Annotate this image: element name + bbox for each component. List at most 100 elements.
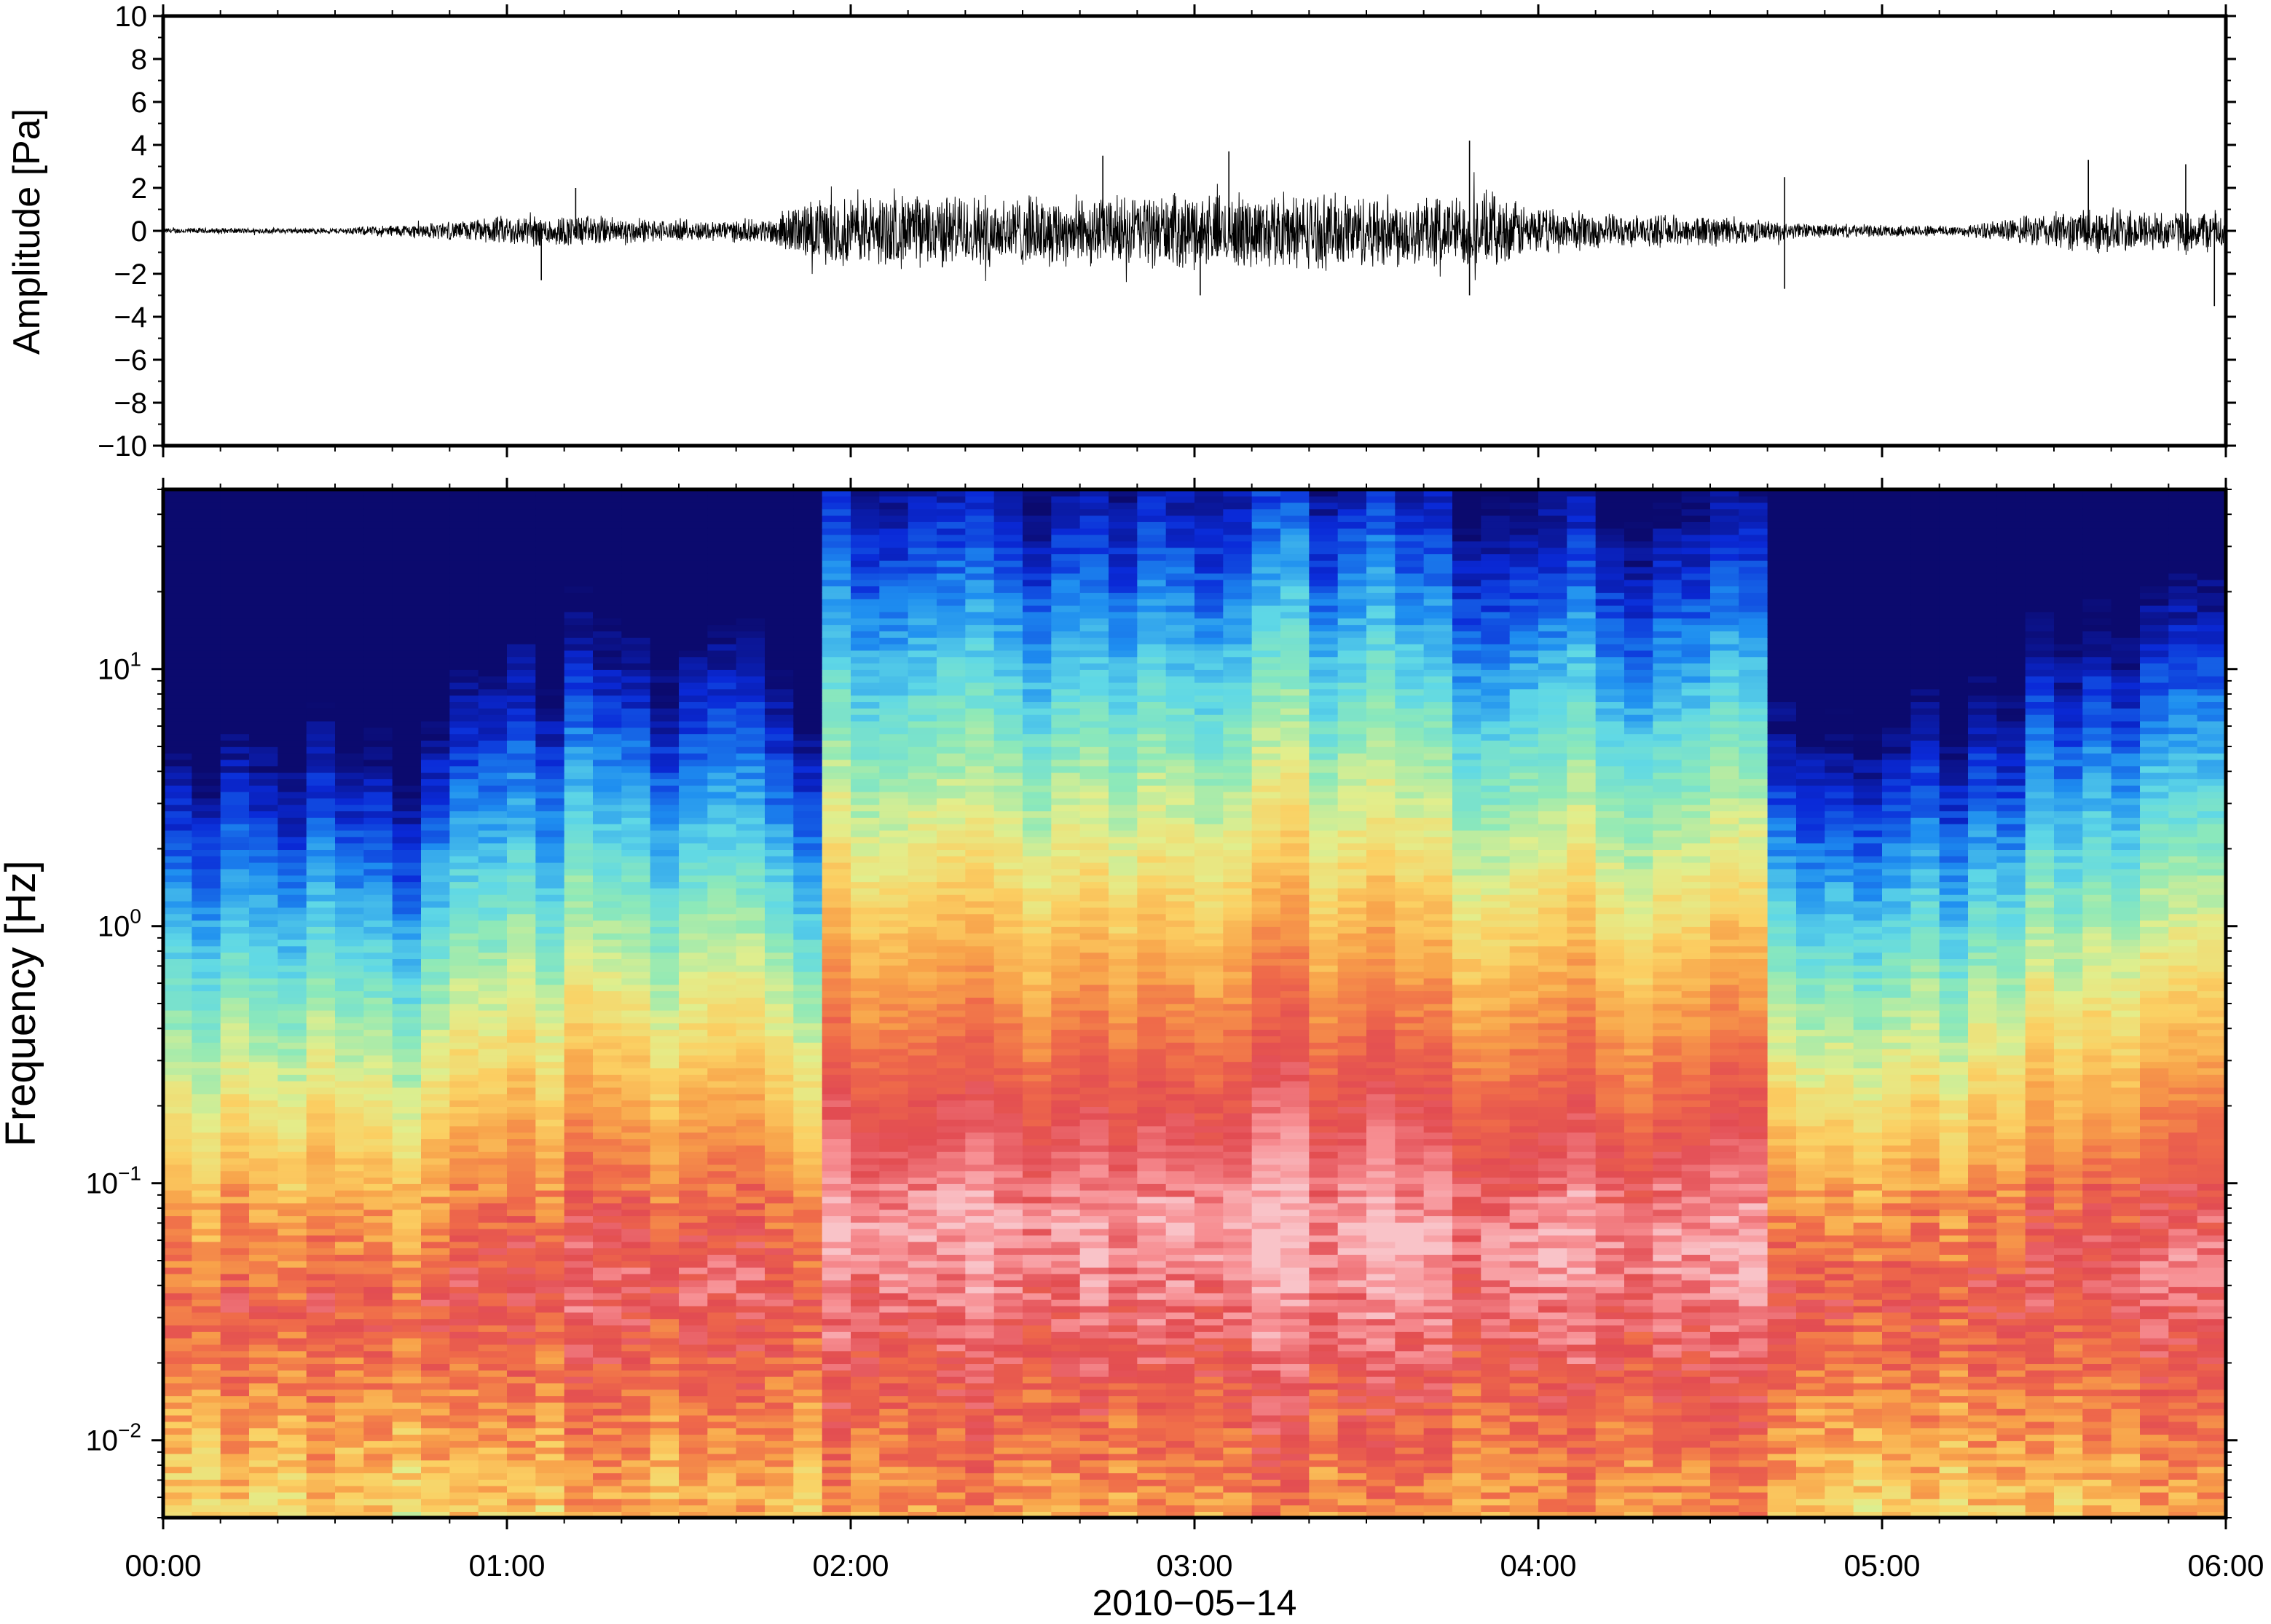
spectrogram-cell: [937, 1440, 967, 1448]
spectrogram-cell: [192, 1061, 221, 1069]
spectrogram-cell: [707, 1440, 737, 1448]
spectrogram-cell: [564, 1068, 594, 1075]
spectrogram-cell: [363, 746, 393, 754]
spectrogram-cell: [163, 1093, 193, 1101]
spectrogram-cell: [421, 1068, 451, 1075]
spectrogram-cell: [278, 631, 307, 638]
spectrogram-cell: [535, 495, 565, 503]
spectrogram-cell: [822, 804, 851, 812]
spectrogram-cell: [564, 1080, 594, 1088]
spectrogram-cell: [249, 1357, 279, 1365]
spectrogram-cell: [993, 1446, 1023, 1454]
spectrogram-cell: [621, 733, 651, 741]
spectrogram-cell: [192, 1189, 221, 1197]
spectrogram-cell: [335, 1119, 365, 1127]
spectrogram-cell: [163, 849, 193, 856]
spectrogram-cell: [421, 1370, 451, 1377]
spectrogram-cell: [335, 1068, 365, 1075]
spectrogram-cell: [965, 779, 995, 786]
spectrogram-cell: [679, 856, 709, 863]
spectrogram-cell: [908, 733, 937, 741]
spectrogram-cell: [478, 566, 508, 574]
spectrogram-cell: [249, 1446, 279, 1454]
spectrogram-cell: [593, 1473, 623, 1480]
spectrogram-cell: [249, 1036, 279, 1043]
spectrogram-cell: [965, 1325, 995, 1332]
spectrogram-cell: [621, 997, 651, 1004]
spectrogram-cell: [535, 1164, 565, 1172]
spectrogram-cell: [965, 797, 995, 805]
spectrogram-cell: [879, 894, 909, 902]
spectrogram-cell: [621, 1041, 651, 1049]
spectrogram-cell: [707, 1357, 737, 1365]
spectrogram-cell: [707, 1261, 737, 1268]
spectrogram-cell: [220, 772, 250, 779]
spectrogram-cell: [965, 997, 995, 1004]
spectrogram-cell: [765, 1408, 795, 1416]
spectrogram-cell: [621, 971, 651, 979]
spectrogram-cell: [535, 1421, 565, 1429]
spectrogram-cell: [564, 740, 594, 747]
spectrogram-cell: [707, 752, 737, 760]
spectrogram-cell: [822, 1363, 851, 1371]
spectrogram-cell: [765, 1241, 795, 1249]
spectrogram-cell: [1023, 1261, 1052, 1268]
spectrogram-cell: [278, 784, 307, 792]
spectrogram-cell: [707, 1446, 737, 1454]
spectrogram-cell: [306, 952, 336, 960]
spectrogram-cell: [993, 688, 1023, 696]
spectrogram-cell: [392, 1061, 422, 1069]
spectrogram-cell: [507, 631, 537, 638]
spectrogram-cell: [593, 1318, 623, 1326]
spectrogram-cell: [965, 727, 995, 735]
spectrogram-cell: [879, 1183, 909, 1191]
spectrogram-cell: [593, 913, 623, 921]
spectrogram-cell: [937, 1055, 967, 1063]
spectrogram-cell: [937, 984, 967, 992]
spectrogram-cell: [937, 829, 967, 837]
spectrogram-cell: [965, 618, 995, 626]
spectrogram-cell: [650, 1247, 680, 1255]
spectrogram-cell: [965, 515, 995, 522]
spectrogram-cell: [163, 1305, 193, 1313]
spectrogram-cell: [278, 811, 307, 818]
spectrogram-cell: [192, 1138, 221, 1146]
spectrogram-cell: [478, 1164, 508, 1172]
spectrogram-cell: [679, 1446, 709, 1454]
spectrogram-cell: [993, 572, 1023, 580]
spectrogram-cell: [679, 1029, 709, 1036]
spectrogram-cell: [707, 1022, 737, 1030]
spectrogram-cell: [535, 1029, 565, 1036]
spectrogram-cell: [593, 1036, 623, 1043]
spectrogram-cell: [363, 656, 393, 664]
spectrogram-cell: [535, 1337, 565, 1345]
spectrogram-cell: [249, 1414, 279, 1422]
spectrogram-cell: [822, 952, 851, 960]
spectrogram-cell: [535, 1266, 565, 1274]
spectrogram-cell: [507, 1479, 537, 1486]
spectrogram-cell: [220, 958, 250, 966]
spectrogram-cell: [220, 1170, 250, 1178]
spectrogram-cell: [335, 868, 365, 876]
spectrogram-cell: [679, 1009, 709, 1017]
spectrogram-cell: [679, 1113, 709, 1120]
spectrogram-cell: [278, 527, 307, 535]
waveform-y-axis-label: Amplitude [Pa]: [6, 109, 48, 355]
spectrogram-cell: [765, 508, 795, 516]
spectrogram-cell: [879, 604, 909, 612]
spectrogram-cell: [736, 547, 765, 555]
spectrogram-cell: [593, 521, 623, 529]
spectrogram-cell: [908, 695, 937, 703]
spectrogram-cell: [220, 669, 250, 677]
spectrogram-cell: [507, 1273, 537, 1281]
spectrogram-cell: [306, 945, 336, 953]
spectrogram-cell: [707, 1363, 737, 1371]
spectrogram-cell: [163, 772, 193, 779]
spectrogram-cell: [993, 540, 1023, 548]
spectrogram-cell: [278, 1325, 307, 1332]
spectrogram-cell: [278, 913, 307, 921]
spectrogram-cell: [478, 611, 508, 619]
spectrogram-cell: [564, 1048, 594, 1056]
spectrogram-cell: [593, 1215, 623, 1223]
spectrogram-cell: [249, 1170, 279, 1178]
